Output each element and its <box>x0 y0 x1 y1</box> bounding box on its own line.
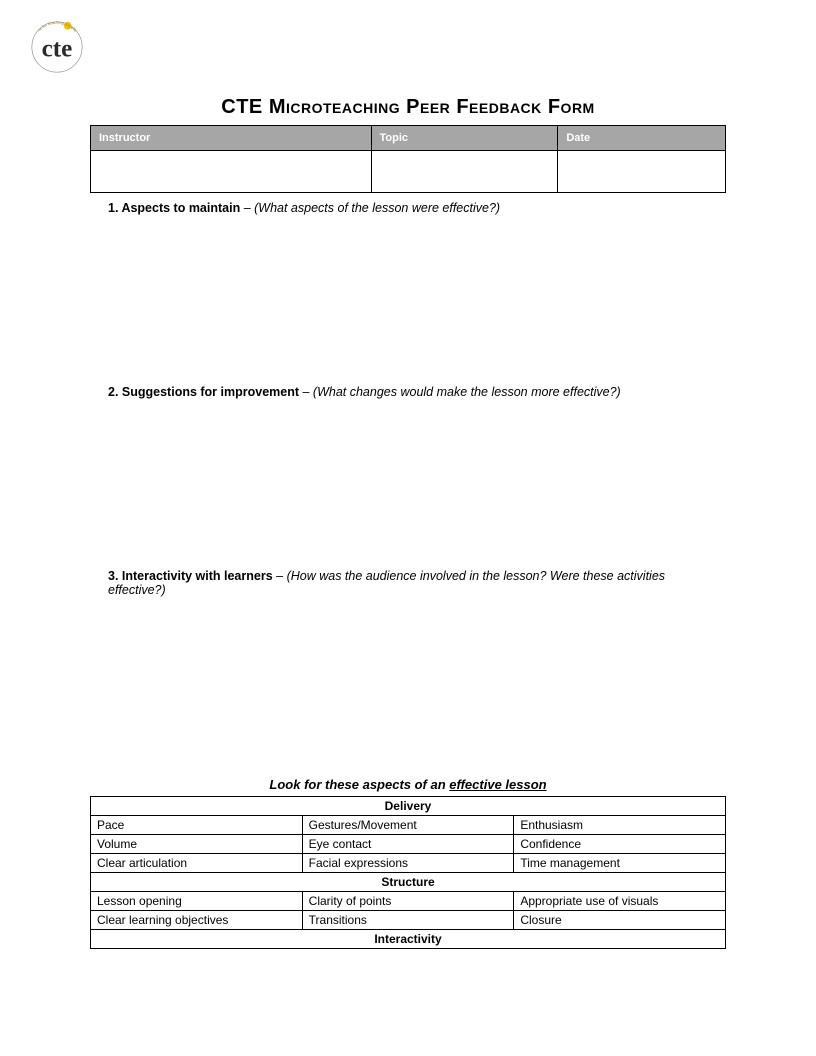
col-date: Date <box>558 126 726 151</box>
question-2: 2. Suggestions for improvement – (What c… <box>90 385 726 399</box>
aspect-cell: Closure <box>514 911 726 930</box>
question-3: 3. Interactivity with learners – (How wa… <box>90 569 726 597</box>
cell-date[interactable] <box>558 151 726 193</box>
section-heading: Structure <box>91 873 726 892</box>
aspect-cell: Transitions <box>302 911 514 930</box>
aspect-cell: Volume <box>91 835 303 854</box>
svg-text:cte: cte <box>42 36 73 63</box>
section-heading: Interactivity <box>91 930 726 949</box>
aspect-cell: Eye contact <box>302 835 514 854</box>
aspect-cell: Gestures/Movement <box>302 816 514 835</box>
aspects-caption: Look for these aspects of an effective l… <box>90 777 726 792</box>
aspect-cell: Clear learning objectives <box>91 911 303 930</box>
cell-instructor[interactable] <box>91 151 372 193</box>
svg-text:centre for teaching excellence: centre for teaching excellence <box>28 18 78 33</box>
aspect-cell: Enthusiasm <box>514 816 726 835</box>
aspect-cell: Facial expressions <box>302 854 514 873</box>
aspect-cell: Appropriate use of visuals <box>514 892 726 911</box>
col-instructor: Instructor <box>91 126 372 151</box>
col-topic: Topic <box>371 126 558 151</box>
section-heading: Delivery <box>91 797 726 816</box>
aspect-cell: Lesson opening <box>91 892 303 911</box>
cell-topic[interactable] <box>371 151 558 193</box>
page-title: CTE Microteaching Peer Feedback Form <box>0 0 816 119</box>
cte-logo: cte centre for teaching excellence <box>28 18 86 76</box>
info-table: Instructor Topic Date <box>90 125 726 193</box>
aspect-cell: Confidence <box>514 835 726 854</box>
aspect-cell: Clear articulation <box>91 854 303 873</box>
aspects-table: DeliveryPaceGestures/MovementEnthusiasm V… <box>90 796 726 949</box>
aspect-cell: Clarity of points <box>302 892 514 911</box>
aspect-cell: Pace <box>91 816 303 835</box>
aspect-cell: Time management <box>514 854 726 873</box>
question-1: 1. Aspects to maintain – (What aspects o… <box>90 201 726 215</box>
